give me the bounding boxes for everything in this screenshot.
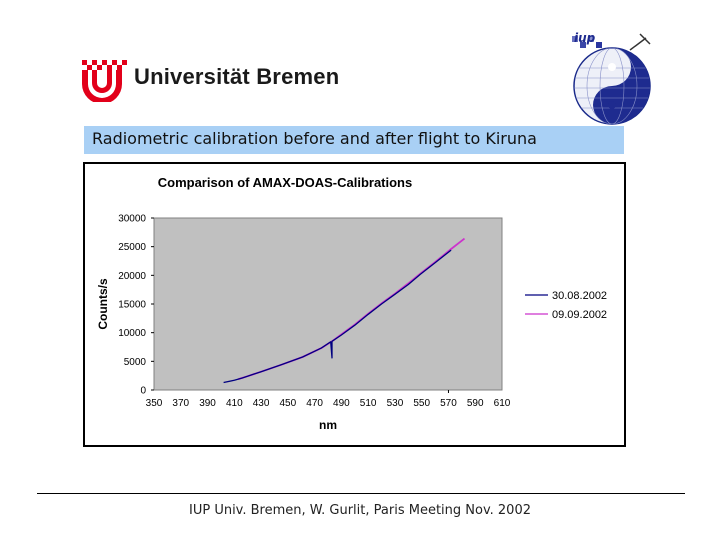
- plot-area: [153, 217, 503, 391]
- x-tick-label: 530: [387, 398, 404, 409]
- x-tick-label: 510: [360, 398, 377, 409]
- y-axis-label: Counts/s: [96, 278, 110, 330]
- chart-title: Comparison of AMAX-DOAS-Calibrations: [158, 175, 412, 190]
- slide-title: Radiometric calibration before and after…: [92, 129, 537, 148]
- y-axis-ticks: 0 5000 10000 15000 20000 25000 30000: [118, 214, 154, 397]
- y-tick-label: 10000: [118, 328, 146, 339]
- legend-label: 09.09.2002: [552, 309, 607, 321]
- slide-title-bar: Radiometric calibration before and after…: [84, 126, 624, 154]
- x-tick-label: 390: [199, 398, 216, 409]
- x-tick-label: 550: [413, 398, 430, 409]
- x-tick-label: 410: [226, 398, 243, 409]
- y-tick-label: 15000: [118, 300, 146, 311]
- universitaet-bremen-logo-icon: [82, 60, 127, 102]
- y-tick-label: 0: [140, 386, 146, 397]
- y-tick-label: 5000: [124, 357, 147, 368]
- x-tick-label: 570: [440, 398, 457, 409]
- x-tick-label: 430: [253, 398, 270, 409]
- footer-text: IUP Univ. Bremen, W. Gurlit, Paris Meeti…: [189, 503, 531, 518]
- x-tick-label: 350: [146, 398, 163, 409]
- x-tick-label: 470: [306, 398, 323, 409]
- x-tick-label: 490: [333, 398, 350, 409]
- series-line: [223, 249, 452, 384]
- y-tick-label: 25000: [118, 242, 146, 253]
- x-axis-label: nm: [319, 418, 337, 432]
- x-tick-label: 370: [172, 398, 189, 409]
- x-axis-ticks: 350 370 390 410 430 450 470 490 510 530 550 570 590 6…: [146, 390, 511, 409]
- x-tick-label: 450: [280, 398, 297, 409]
- y-tick-label: 30000: [118, 214, 146, 225]
- calibration-chart: Comparison of AMAX-DOAS-Calibrations 0 50…: [96, 175, 607, 432]
- university-name: Universität Bremen: [134, 64, 340, 89]
- x-tick-label: 590: [467, 398, 484, 409]
- chart-legend: 30.08.2002 09.09.2002: [525, 290, 607, 321]
- chart-series: [223, 237, 466, 384]
- iup-logo-icon: iup: [572, 31, 651, 125]
- footer-divider: [37, 493, 685, 494]
- chart-container: Comparison of AMAX-DOAS-Calibrations 0 50…: [83, 162, 626, 447]
- legend-label: 30.08.2002: [552, 290, 607, 302]
- svg-text:iup: iup: [574, 31, 596, 45]
- x-tick-label: 610: [494, 398, 511, 409]
- y-tick-label: 20000: [118, 271, 146, 282]
